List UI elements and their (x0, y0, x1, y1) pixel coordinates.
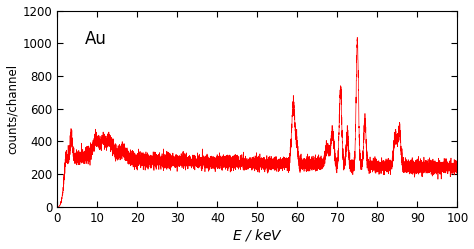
Y-axis label: counts/channel: counts/channel (6, 63, 18, 154)
Text: Au: Au (85, 30, 107, 48)
X-axis label: $E$ / keV: $E$ / keV (232, 227, 283, 244)
